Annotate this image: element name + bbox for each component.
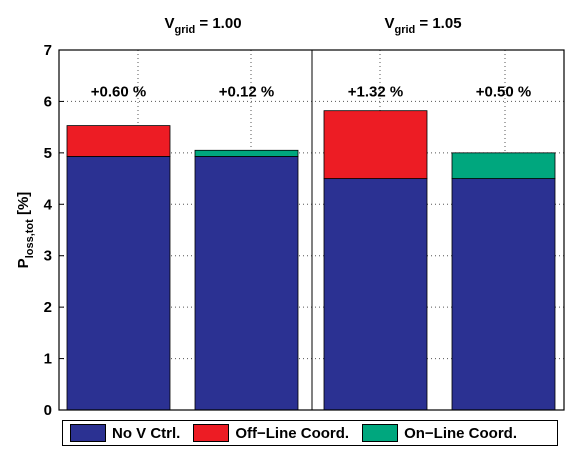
bar-segment-off-line-coord	[66, 125, 171, 157]
legend-swatch-on-line-coord	[362, 424, 399, 442]
y-tick-label: 2	[44, 299, 52, 316]
bar-segment-no-v-ctrl	[194, 156, 299, 411]
bar-segment-on-line-coord	[194, 149, 299, 157]
legend-item-no-v-ctrl: No V Ctrl.	[70, 424, 180, 442]
group-title: Vgrid = 1.05	[384, 15, 461, 36]
bar-segment-on-line-coord	[451, 152, 556, 179]
y-tick-label: 4	[44, 196, 53, 213]
legend-label-off-line-coord: Off−Line Coord.	[235, 424, 350, 442]
y-tick-label: 0	[44, 402, 52, 419]
bar-segment-off-line-coord	[323, 110, 428, 179]
group-title: Vgrid = 1.00	[164, 15, 241, 36]
legend-swatch-off-line-coord	[193, 424, 230, 442]
bar-value-label: +0.60 %	[91, 83, 146, 100]
legend-label-on-line-coord: On−Line Coord.	[404, 424, 518, 442]
bar-segment-no-v-ctrl	[323, 178, 428, 411]
legend-item-on-line-coord: On−Line Coord.	[362, 424, 517, 442]
y-axis-label: Ploss,tot [%]	[15, 192, 36, 269]
stacked-bar-chart: +0.60 % +0.12 % +1.32 % +0.50 % 0 1 2 3 4 5 6 7 Vgri…	[15, 15, 565, 419]
axes-frame	[58, 49, 565, 411]
legend-swatch-no-v-ctrl	[70, 424, 106, 442]
y-tick-label: 5	[44, 145, 52, 162]
bar-segment-no-v-ctrl	[66, 156, 171, 411]
y-tick-label: 7	[44, 42, 52, 59]
bar-value-label: +0.12 %	[219, 83, 274, 100]
y-tick-label: 3	[44, 248, 52, 265]
bar-value-label: +0.50 %	[476, 83, 531, 100]
legend-label-no-v-ctrl: No V Ctrl.	[112, 424, 181, 442]
bar-segment-no-v-ctrl	[451, 178, 556, 411]
legend: No V Ctrl. Off−Line Coord. On−Line Coord…	[62, 420, 558, 446]
y-tick-label: 6	[44, 93, 52, 110]
legend-item-off-line-coord: Off−Line Coord.	[193, 424, 349, 442]
bar-value-label: +1.32 %	[348, 83, 403, 100]
y-tick-label: 1	[44, 351, 52, 368]
